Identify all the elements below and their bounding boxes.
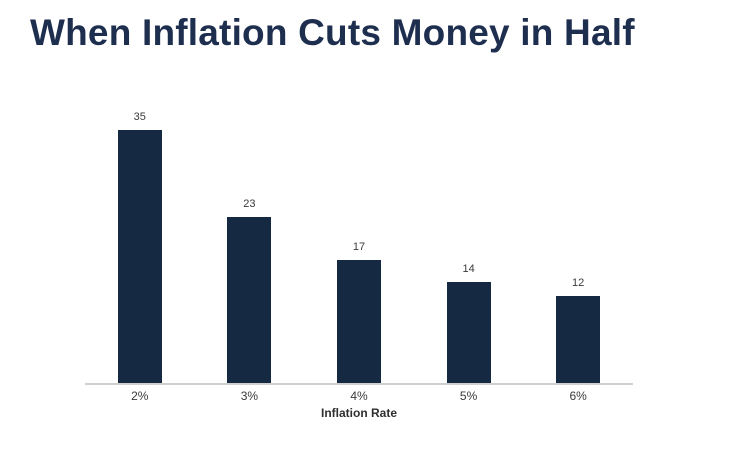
x-tick-label: 2% <box>131 389 149 403</box>
x-axis-title: Inflation Rate <box>320 406 397 420</box>
chart-title: When Inflation Cuts Money in Half <box>30 12 635 53</box>
bar-slot: 23 <box>195 100 305 383</box>
bar-slot: 14 <box>414 100 524 383</box>
bar-value-label: 23 <box>243 197 256 210</box>
bar-5% <box>446 282 491 383</box>
bar-6% <box>556 296 601 383</box>
x-tick-label: 4% <box>350 389 368 403</box>
bar-slot: 12 <box>523 100 633 383</box>
bar-2% <box>117 130 162 383</box>
plot-area: 35 23 17 14 12 <box>85 100 633 383</box>
bar-3% <box>227 217 272 383</box>
bar-chart: 35 23 17 14 12 2% 3% 4% 5% 6% Inflation Rate <box>85 100 633 440</box>
bar-4% <box>336 260 381 383</box>
x-axis-line <box>85 383 633 385</box>
bar-value-label: 17 <box>352 240 366 253</box>
bar-value-label: 35 <box>133 110 146 123</box>
bar-value-label: 14 <box>462 262 475 275</box>
bar-slot: 35 <box>85 100 195 383</box>
bar-value-label: 12 <box>572 276 585 289</box>
x-tick-label: 3% <box>240 389 259 403</box>
x-tick-row: 2% 3% 4% 5% 6% <box>85 389 633 403</box>
bar-slot: 17 <box>304 100 414 383</box>
x-tick-label: 6% <box>569 389 587 403</box>
x-tick-label: 5% <box>459 389 478 403</box>
